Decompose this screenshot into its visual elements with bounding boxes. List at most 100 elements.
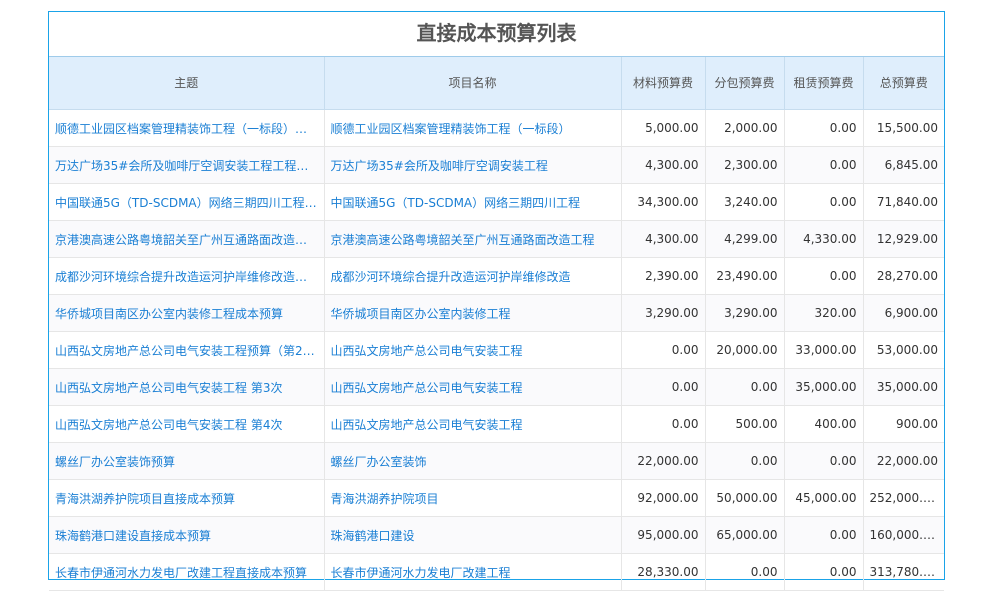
total-budget-cell: 28,270.00 xyxy=(863,257,944,295)
table-row[interactable]: 万达广场35#会所及咖啡厅空调安装工程工程预算 万达广场35#会所及咖啡厅空调安装… xyxy=(49,146,944,184)
column-header-subcontract-budget[interactable]: 分包预算费 xyxy=(705,57,785,110)
table-row[interactable]: 京港澳高速公路粤境韶关至广州互通路面改造工程预算 京港澳高速公路粤境韶关至广州互通… xyxy=(49,220,944,258)
budget-list-panel: 直接成本预算列表 主题 项目名称 材料预算费 分包预算费 租赁预算费 总预算费 顺德工业园… xyxy=(48,11,945,591)
material-budget-cell: 22,000.00 xyxy=(621,442,706,480)
column-header-lease-budget[interactable]: 租赁预算费 xyxy=(784,57,864,110)
project-name-cell[interactable]: 山西弘文房地产总公司电气安装工程 xyxy=(324,331,622,369)
subcontract-budget-cell: 3,240.00 xyxy=(705,183,785,221)
lease-budget-cell: 35,000.00 xyxy=(784,368,864,406)
project-name-cell[interactable]: 螺丝厂办公室装饰 xyxy=(324,442,622,480)
subject-cell[interactable]: 成都沙河环境综合提升改造运河护岸维修改造预算 xyxy=(49,257,325,295)
table-row[interactable]: 青海洪湖养护院项目直接成本预算 青海洪湖养护院项目 92,000.00 50,000.… xyxy=(49,479,944,517)
page-title: 直接成本预算列表 xyxy=(49,12,944,57)
subcontract-budget-cell: 4,299.00 xyxy=(705,220,785,258)
project-name-cell[interactable]: 山西弘文房地产总公司电气安装工程 xyxy=(324,368,622,406)
lease-budget-cell: 400.00 xyxy=(784,405,864,443)
project-name-cell[interactable]: 华侨城项目南区办公室内装修工程 xyxy=(324,294,622,332)
lease-budget-cell: 0.00 xyxy=(784,516,864,554)
table-row[interactable]: 山西弘文房地产总公司电气安装工程 第3次 山西弘文房地产总公司电气安装工程 0.00… xyxy=(49,368,944,406)
project-name-cell[interactable]: 中国联通5G（TD-SCDMA）网络三期四川工程 xyxy=(324,183,622,221)
subcontract-budget-cell: 0.00 xyxy=(705,553,785,591)
table-row[interactable]: 中国联通5G（TD-SCDMA）网络三期四川工程预算 中国联通5G（TD-SCDM… xyxy=(49,183,944,221)
project-name-cell[interactable]: 长春市伊通河水力发电厂改建工程 xyxy=(324,553,622,591)
project-name-cell[interactable]: 万达广场35#会所及咖啡厅空调安装工程 xyxy=(324,146,622,184)
column-header-subject[interactable]: 主题 xyxy=(49,57,325,110)
total-budget-cell: 6,845.00 xyxy=(863,146,944,184)
column-header-total-budget[interactable]: 总预算费 xyxy=(863,57,944,110)
lease-budget-cell: 0.00 xyxy=(784,553,864,591)
subject-cell[interactable]: 山西弘文房地产总公司电气安装工程预算（第2次） xyxy=(49,331,325,369)
subject-cell[interactable]: 中国联通5G（TD-SCDMA）网络三期四川工程预算 xyxy=(49,183,325,221)
total-budget-cell: 35,000.00 xyxy=(863,368,944,406)
subcontract-budget-cell: 50,000.00 xyxy=(705,479,785,517)
subject-cell[interactable]: 华侨城项目南区办公室内装修工程成本预算 xyxy=(49,294,325,332)
subject-cell[interactable]: 青海洪湖养护院项目直接成本预算 xyxy=(49,479,325,517)
material-budget-cell: 4,300.00 xyxy=(621,220,706,258)
total-budget-cell: 12,929.00 xyxy=(863,220,944,258)
lease-budget-cell: 4,330.00 xyxy=(784,220,864,258)
subcontract-budget-cell: 23,490.00 xyxy=(705,257,785,295)
total-budget-cell: 160,000.00 xyxy=(863,516,944,554)
subcontract-budget-cell: 20,000.00 xyxy=(705,331,785,369)
subcontract-budget-cell: 2,000.00 xyxy=(705,109,785,147)
total-budget-cell: 22,000.00 xyxy=(863,442,944,480)
table-row[interactable]: 螺丝厂办公室装饰预算 螺丝厂办公室装饰 22,000.00 0.00 0.00 22,00… xyxy=(49,442,944,480)
material-budget-cell: 4,300.00 xyxy=(621,146,706,184)
budget-table: 主题 项目名称 材料预算费 分包预算费 租赁预算费 总预算费 顺德工业园区档案管理精装饰工… xyxy=(49,57,944,591)
table-row[interactable]: 珠海鹤港口建设直接成本预算 珠海鹤港口建设 95,000.00 65,000.00 0.… xyxy=(49,516,944,554)
subcontract-budget-cell: 2,300.00 xyxy=(705,146,785,184)
project-name-cell[interactable]: 京港澳高速公路粤境韶关至广州互通路面改造工程 xyxy=(324,220,622,258)
subcontract-budget-cell: 65,000.00 xyxy=(705,516,785,554)
column-header-project-name[interactable]: 项目名称 xyxy=(324,57,622,110)
lease-budget-cell: 33,000.00 xyxy=(784,331,864,369)
lease-budget-cell: 320.00 xyxy=(784,294,864,332)
table-row[interactable]: 长春市伊通河水力发电厂改建工程直接成本预算 长春市伊通河水力发电厂改建工程 28,3… xyxy=(49,553,944,591)
subcontract-budget-cell: 0.00 xyxy=(705,442,785,480)
subject-cell[interactable]: 螺丝厂办公室装饰预算 xyxy=(49,442,325,480)
subject-cell[interactable]: 珠海鹤港口建设直接成本预算 xyxy=(49,516,325,554)
total-budget-cell: 53,000.00 xyxy=(863,331,944,369)
project-name-cell[interactable]: 青海洪湖养护院项目 xyxy=(324,479,622,517)
subcontract-budget-cell: 0.00 xyxy=(705,368,785,406)
material-budget-cell: 3,290.00 xyxy=(621,294,706,332)
subject-cell[interactable]: 万达广场35#会所及咖啡厅空调安装工程工程预算 xyxy=(49,146,325,184)
material-budget-cell: 34,300.00 xyxy=(621,183,706,221)
material-budget-cell: 0.00 xyxy=(621,368,706,406)
material-budget-cell: 28,330.00 xyxy=(621,553,706,591)
table-row[interactable]: 成都沙河环境综合提升改造运河护岸维修改造预算 成都沙河环境综合提升改造运河护岸维修… xyxy=(49,257,944,295)
total-budget-cell: 252,000.00 xyxy=(863,479,944,517)
material-budget-cell: 92,000.00 xyxy=(621,479,706,517)
subcontract-budget-cell: 3,290.00 xyxy=(705,294,785,332)
subcontract-budget-cell: 500.00 xyxy=(705,405,785,443)
lease-budget-cell: 0.00 xyxy=(784,183,864,221)
material-budget-cell: 5,000.00 xyxy=(621,109,706,147)
table-row[interactable]: 山西弘文房地产总公司电气安装工程 第4次 山西弘文房地产总公司电气安装工程 0.00… xyxy=(49,405,944,443)
total-budget-cell: 15,500.00 xyxy=(863,109,944,147)
lease-budget-cell: 0.00 xyxy=(784,257,864,295)
project-name-cell[interactable]: 山西弘文房地产总公司电气安装工程 xyxy=(324,405,622,443)
total-budget-cell: 6,900.00 xyxy=(863,294,944,332)
project-name-cell[interactable]: 成都沙河环境综合提升改造运河护岸维修改造 xyxy=(324,257,622,295)
total-budget-cell: 71,840.00 xyxy=(863,183,944,221)
total-budget-cell: 900.00 xyxy=(863,405,944,443)
material-budget-cell: 95,000.00 xyxy=(621,516,706,554)
column-header-material-budget[interactable]: 材料预算费 xyxy=(621,57,706,110)
table-row[interactable]: 顺德工业园区档案管理精装饰工程（一标段）直接成本预算顺德工业园区档案管理精装饰工… xyxy=(49,109,944,147)
subject-cell[interactable]: 长春市伊通河水力发电厂改建工程直接成本预算 xyxy=(49,553,325,591)
table-row[interactable]: 山西弘文房地产总公司电气安装工程预算（第2次） 山西弘文房地产总公司电气安装工程 0… xyxy=(49,331,944,369)
subject-cell[interactable]: 顺德工业园区档案管理精装饰工程（一标段）直接成本预算 xyxy=(49,109,325,147)
material-budget-cell: 0.00 xyxy=(621,331,706,369)
project-name-cell[interactable]: 珠海鹤港口建设 xyxy=(324,516,622,554)
lease-budget-cell: 45,000.00 xyxy=(784,479,864,517)
lease-budget-cell: 0.00 xyxy=(784,442,864,480)
material-budget-cell: 2,390.00 xyxy=(621,257,706,295)
table-row[interactable]: 华侨城项目南区办公室内装修工程成本预算 华侨城项目南区办公室内装修工程 3,290.… xyxy=(49,294,944,332)
subject-cell[interactable]: 山西弘文房地产总公司电气安装工程 第4次 xyxy=(49,405,325,443)
subject-cell[interactable]: 京港澳高速公路粤境韶关至广州互通路面改造工程预算 xyxy=(49,220,325,258)
lease-budget-cell: 0.00 xyxy=(784,109,864,147)
total-budget-cell: 313,780.00 xyxy=(863,553,944,591)
subject-cell[interactable]: 山西弘文房地产总公司电气安装工程 第3次 xyxy=(49,368,325,406)
project-name-cell[interactable]: 顺德工业园区档案管理精装饰工程（一标段） xyxy=(324,109,622,147)
lease-budget-cell: 0.00 xyxy=(784,146,864,184)
material-budget-cell: 0.00 xyxy=(621,405,706,443)
